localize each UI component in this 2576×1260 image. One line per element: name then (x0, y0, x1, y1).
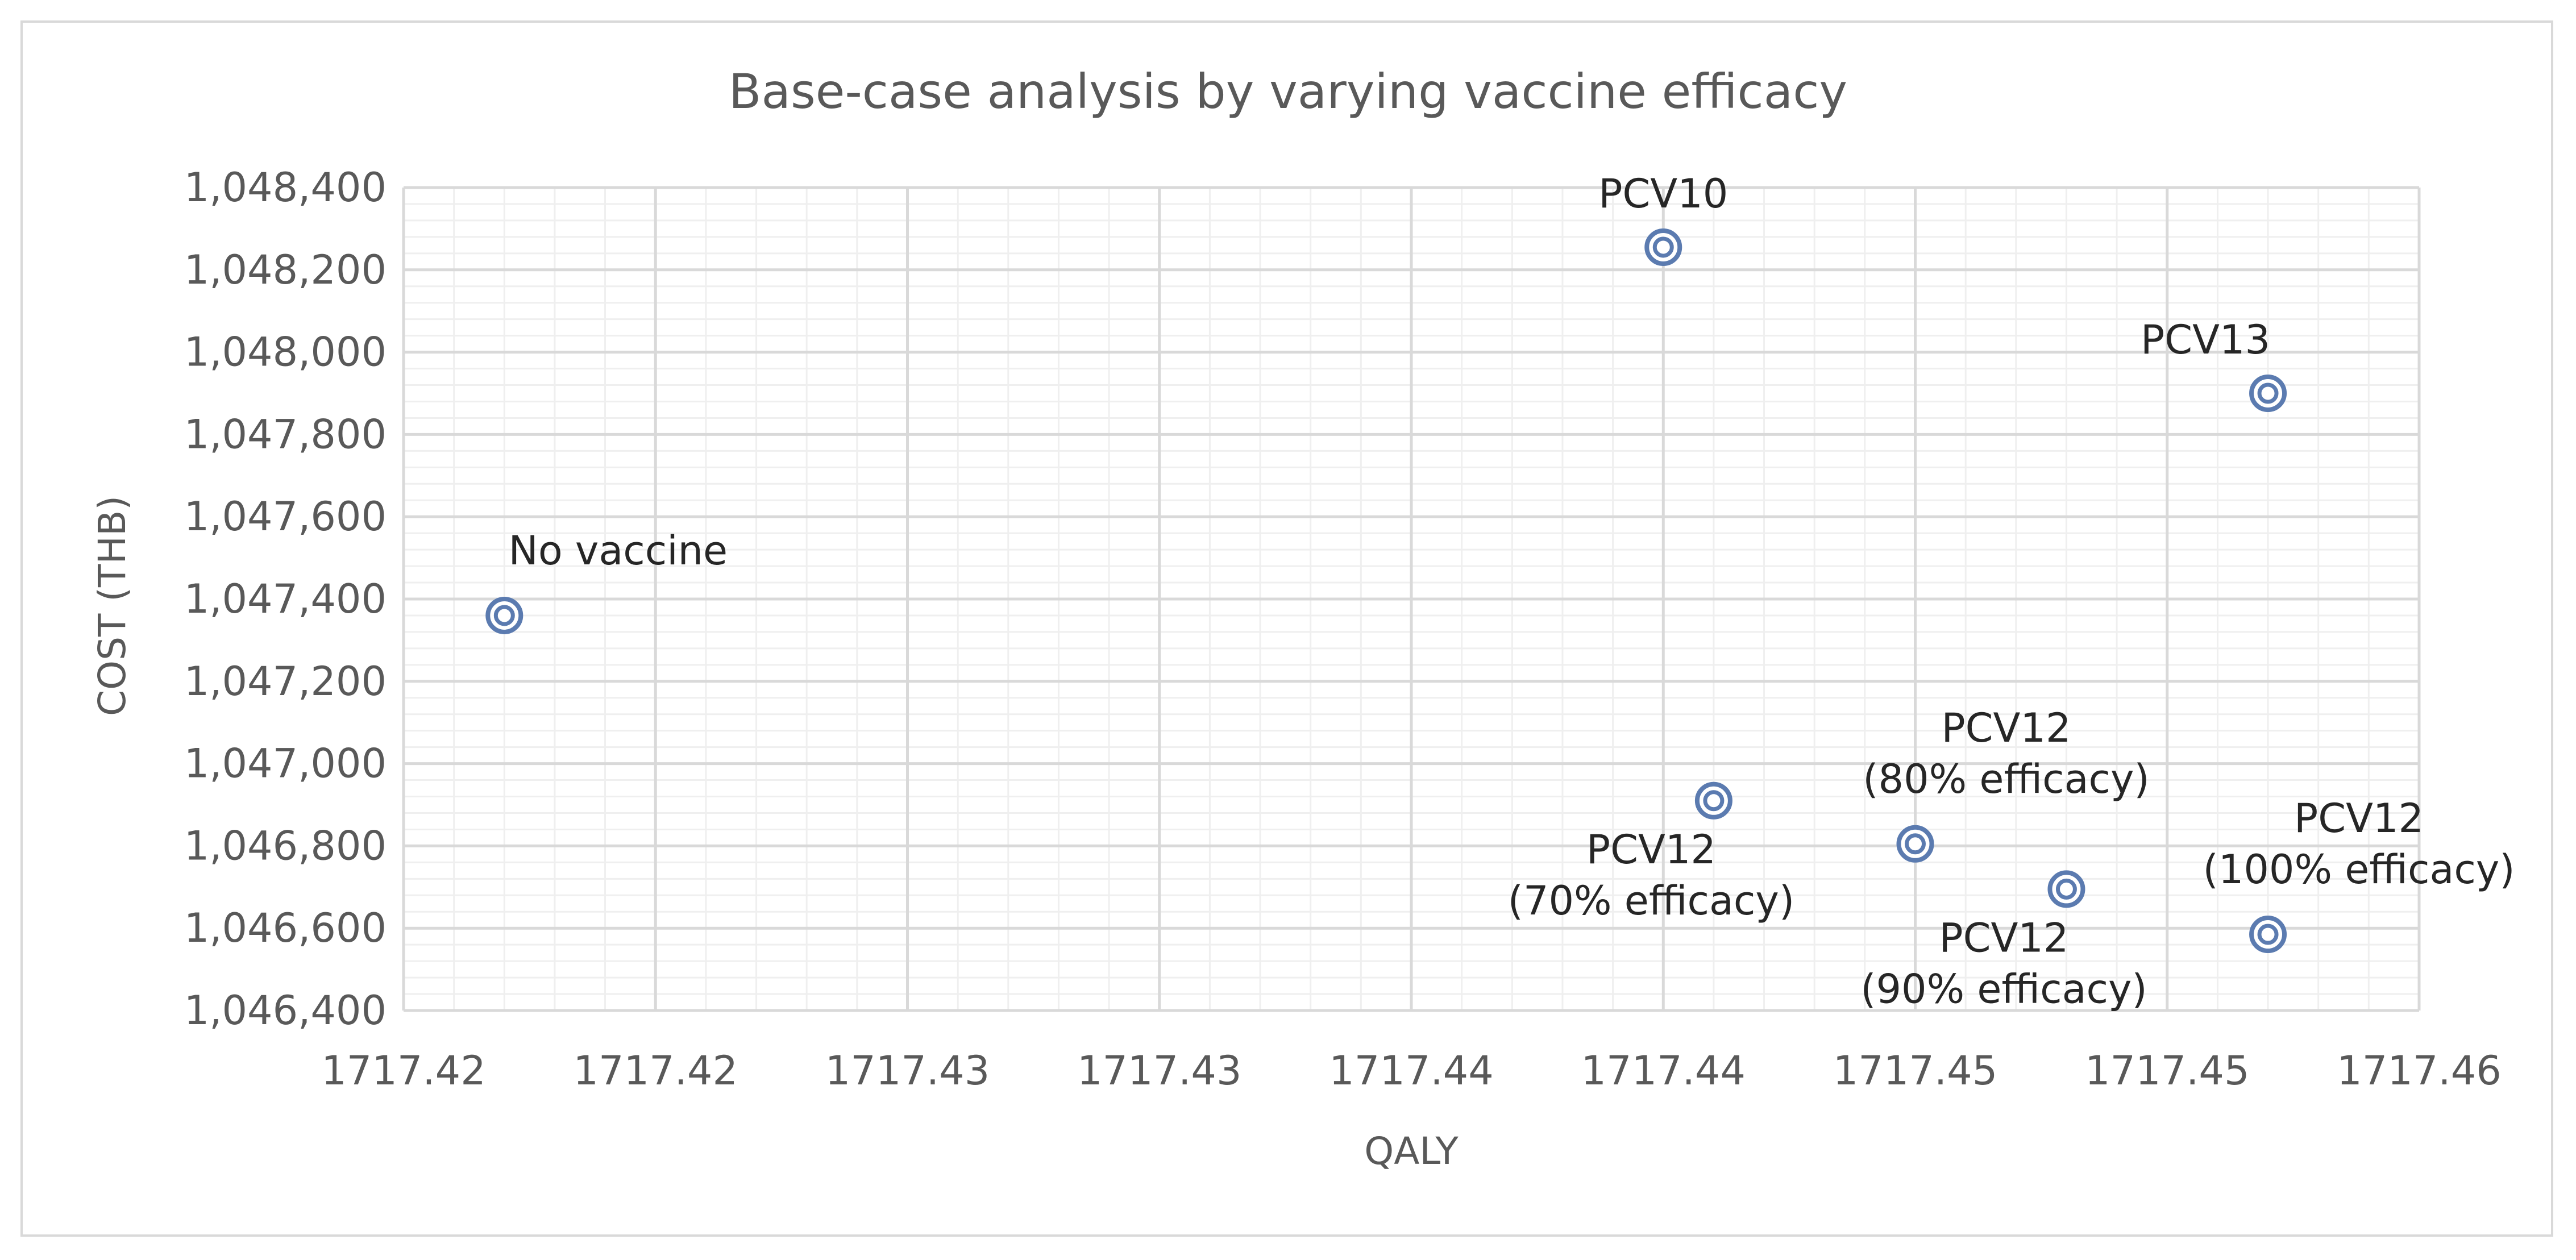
point-marker-outer (1896, 825, 1934, 863)
y-tick-label: 1,046,800 (184, 822, 387, 869)
point-marker-inner (1652, 236, 1674, 258)
y-tick-label: 1,047,600 (184, 493, 387, 540)
point-marker-outer (485, 596, 523, 634)
y-tick-label: 1,047,000 (184, 741, 387, 787)
chart-frame (20, 20, 2553, 1237)
data-point: No vaccine (485, 527, 728, 634)
y-tick-label: 1,047,400 (184, 576, 387, 622)
x-tick-label: 1717.45 (1833, 1047, 1997, 1094)
point-label: PCV10 (1598, 171, 1728, 217)
point-marker-inner (2257, 382, 2279, 404)
y-axis: 1,046,400 1,046,600 1,046,800 1,047,000 1,04… (184, 164, 387, 1034)
point-marker-outer (2047, 870, 2085, 908)
y-tick-label: 1,047,200 (184, 658, 387, 705)
x-tick-label: 1717.44 (1329, 1047, 1493, 1094)
point-label: (90% efficacy) (1860, 966, 2147, 1012)
point-marker-inner (1905, 833, 1926, 855)
point-marker-inner (493, 605, 515, 626)
x-tick-label: 1717.45 (2085, 1047, 2249, 1094)
y-axis-label: COST (THB) (90, 496, 134, 716)
data-point: PCV12 (90% efficacy) (1860, 870, 2147, 1012)
y-tick-label: 1,048,000 (184, 329, 387, 376)
x-tick-label: 1717.46 (2337, 1047, 2501, 1094)
x-tick-label: 1717.42 (321, 1047, 485, 1094)
point-label: PCV12 (1939, 914, 2068, 961)
x-axis: 1717.42 1717.42 1717.43 1717.43 1717.44 1717.… (321, 1047, 2501, 1094)
y-tick-label: 1,046,600 (184, 905, 387, 951)
point-marker-outer (2249, 916, 2287, 954)
point-label: (70% efficacy) (1508, 878, 1795, 924)
data-point: PCV12 (70% efficacy) (1508, 781, 1795, 924)
data-point: PCV12(100% efficacy) (2203, 795, 2515, 954)
point-label: PCV13 (2141, 317, 2270, 363)
y-tick-label: 1,048,200 (184, 247, 387, 293)
point-label: PCV12 (2294, 795, 2424, 842)
point-marker-outer (1644, 228, 1682, 266)
x-tick-label: 1717.44 (1581, 1047, 1746, 1094)
y-tick-label: 1,046,400 (184, 987, 387, 1034)
x-tick-label: 1717.43 (825, 1047, 990, 1094)
point-label: (100% efficacy) (2203, 846, 2515, 893)
point-marker-inner (1703, 790, 1725, 812)
x-axis-label: QALY (1364, 1129, 1459, 1173)
x-tick-label: 1717.42 (574, 1047, 738, 1094)
point-marker-outer (1694, 781, 1732, 820)
grid (402, 186, 2421, 1012)
point-marker-inner (2257, 924, 2279, 945)
data-point: PCV12 (80% efficacy) (1863, 705, 2150, 863)
point-label: PCV12 (1941, 705, 2071, 751)
point-marker-outer (2249, 375, 2287, 412)
data-point: PCV10 (1598, 171, 1728, 266)
point-label: (80% efficacy) (1863, 756, 2150, 802)
data-point: PCV13 (2141, 317, 2287, 412)
point-label: No vaccine (508, 527, 728, 574)
y-tick-label: 1,047,800 (184, 411, 387, 458)
point-marker-inner (2055, 878, 2077, 900)
x-tick-label: 1717.43 (1077, 1047, 1241, 1094)
point-label: PCV12 (1586, 826, 1716, 873)
y-tick-label: 1,048,400 (184, 164, 387, 211)
chart-title: Base-case analysis by varying vaccine ef… (729, 64, 1847, 119)
